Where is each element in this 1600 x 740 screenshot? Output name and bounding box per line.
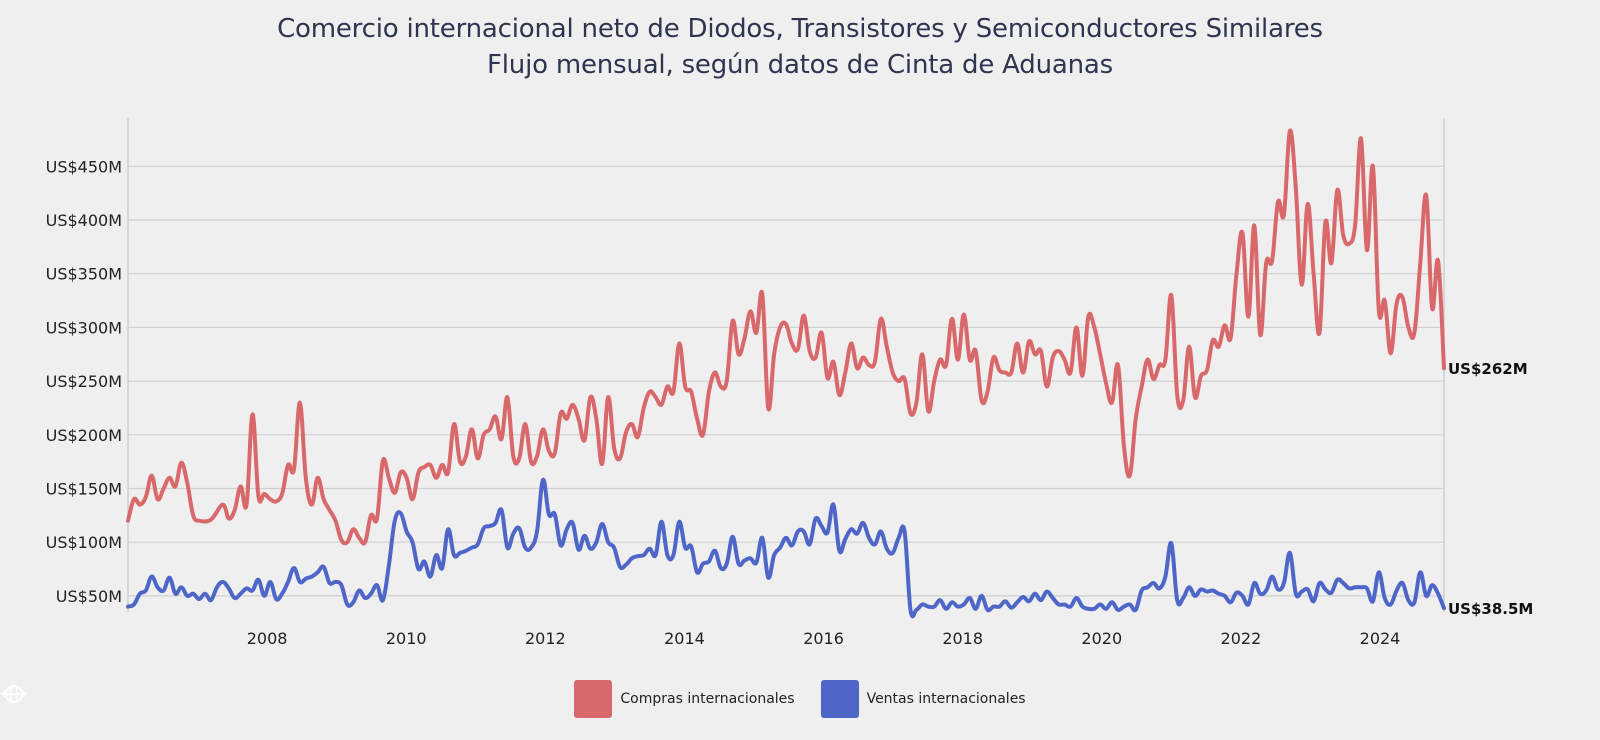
x-tick-label: 2016 — [803, 629, 844, 648]
legend-label-ventas: Ventas internacionales — [866, 691, 1026, 707]
series-line-0 — [126, 128, 1446, 546]
x-tick-label: 2024 — [1360, 629, 1401, 648]
globe-arrows-icon — [1, 680, 613, 718]
x-tick-label: 2012 — [525, 629, 566, 648]
globe-arrows-icon — [1, 680, 859, 718]
series-end-label-1: US$38.5M — [1448, 600, 1533, 618]
y-tick-label: US$50M — [56, 587, 122, 606]
y-tick-label: US$450M — [46, 157, 122, 176]
y-tick-label: US$200M — [46, 426, 122, 445]
y-tick-label: US$250M — [46, 372, 122, 391]
series-line-1 — [126, 477, 1446, 619]
legend-item-ventas[interactable]: Ventas internacionales — [1, 680, 1026, 718]
y-tick-label: US$400M — [46, 211, 122, 230]
legend-label-compras: Compras internacionales — [620, 691, 795, 707]
chart-subtitle: Flujo mensual, según datos de Cinta de A… — [487, 50, 1113, 80]
series-end-label-0: US$262M — [1448, 360, 1528, 378]
y-tick-label: US$100M — [46, 533, 122, 552]
x-tick-label: 2022 — [1221, 629, 1262, 648]
y-tick-label: US$150M — [46, 480, 122, 499]
x-tick-label: 2010 — [386, 629, 427, 648]
chart-title: Comercio internacional neto de Diodos, T… — [277, 14, 1323, 44]
legend-item-compras[interactable]: Compras internacionales — [1, 680, 795, 718]
y-tick-label: US$350M — [46, 265, 122, 284]
x-tick-label: 2018 — [942, 629, 983, 648]
legend: Compras internacionales Ventas internaci… — [0, 680, 1600, 718]
x-tick-label: 2014 — [664, 629, 705, 648]
label-layer: US$50M US$100M US$150M US$200M US$250M US$300… — [46, 157, 1534, 648]
line-chart: US$50M US$100M US$150M US$200M US$250M US$300… — [46, 118, 1534, 648]
grid-layer — [128, 165, 1444, 597]
y-tick-label: US$300M — [46, 318, 122, 337]
series-layer — [126, 128, 1446, 619]
x-tick-label: 2020 — [1081, 629, 1122, 648]
x-tick-label: 2008 — [247, 629, 288, 648]
